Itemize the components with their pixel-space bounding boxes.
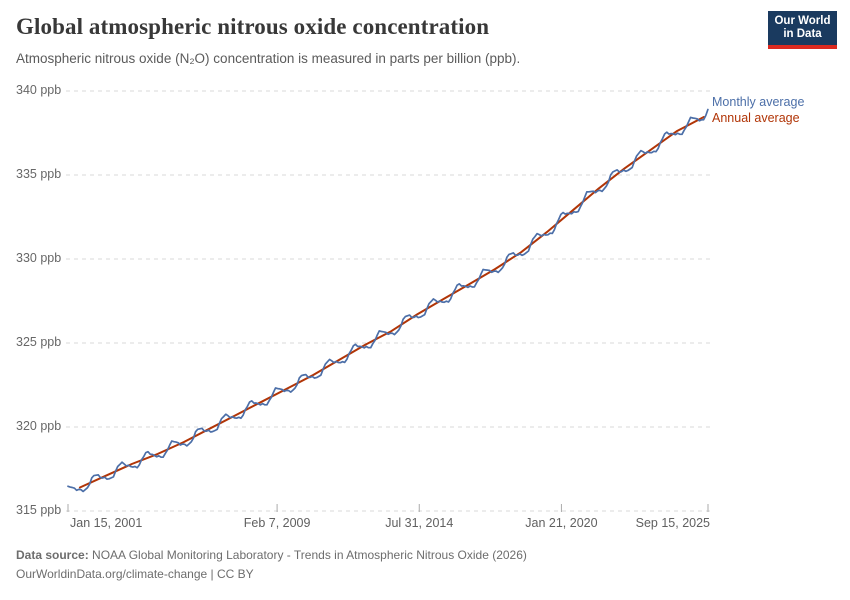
chart-subtitle: Atmospheric nitrous oxide (N₂O) concentr… (16, 51, 521, 66)
y-axis-label: 315 ppb (16, 503, 62, 517)
x-axis-label: Jan 15, 2001 (70, 516, 143, 530)
monthly-average-line[interactable] (67, 108, 709, 493)
legend-item-annual-average[interactable]: Annual average (712, 111, 800, 125)
y-axis-label: 335 ppb (16, 167, 62, 181)
legend-item-monthly-average[interactable]: Monthly average (712, 95, 805, 109)
y-axis-label: 325 ppb (16, 335, 62, 349)
y-axis-label: 320 ppb (16, 419, 62, 433)
chart-footer: Data source: NOAA Global Monitoring Labo… (16, 546, 527, 584)
owid-logo[interactable]: Our World in Data (768, 11, 837, 49)
owid-logo-line2: in Data (783, 28, 822, 40)
owid-logo-line1: Our World (774, 15, 831, 27)
x-axis-label: Sep 15, 2025 (635, 516, 710, 530)
data-source-text: NOAA Global Monitoring Laboratory - Tren… (88, 548, 527, 562)
x-axis-label: Jan 21, 2020 (525, 516, 598, 530)
y-axis-label: 340 ppb (16, 83, 62, 97)
footer-separator: | (207, 567, 217, 581)
owid-link[interactable]: OurWorldinData.org/climate-change (16, 567, 208, 581)
y-axis-label: 330 ppb (16, 251, 62, 265)
data-source-line: Data source: NOAA Global Monitoring Labo… (16, 546, 527, 565)
x-axis-label: Feb 7, 2009 (243, 516, 311, 530)
annual-average-line[interactable] (78, 116, 705, 489)
x-axis-label: Jul 31, 2014 (385, 516, 454, 530)
license-label[interactable]: CC BY (217, 567, 254, 581)
data-source-label: Data source: (16, 548, 89, 562)
citation-line: OurWorldinData.org/climate-change | CC B… (16, 565, 527, 584)
page-title: Global atmospheric nitrous oxide concent… (16, 14, 490, 39)
